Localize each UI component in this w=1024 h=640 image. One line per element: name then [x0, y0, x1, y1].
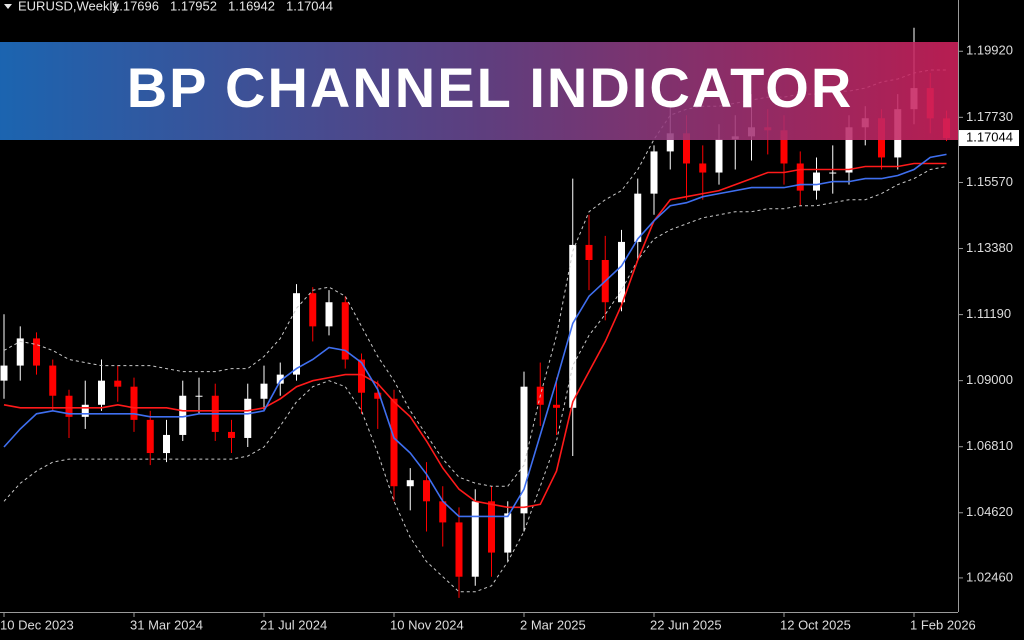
y-tick-label: 1.19920 — [966, 43, 1013, 58]
candle-body — [406, 480, 414, 487]
candle-body — [114, 380, 122, 387]
candle-body — [715, 139, 723, 173]
candle-body — [390, 398, 398, 487]
plot-area — [0, 27, 950, 598]
candle-body — [81, 404, 89, 417]
x-tick-label: 2 Mar 2025 — [520, 617, 586, 632]
y-tick-label: 1.11190 — [966, 306, 1011, 321]
candle-body — [471, 501, 479, 577]
price-tag — [959, 130, 1019, 147]
band-line — [3, 69, 947, 487]
candle-body — [260, 383, 268, 399]
candle-body — [309, 293, 317, 327]
candle-body — [179, 395, 187, 435]
y-tick-label: 1.09000 — [966, 372, 1013, 387]
axes: 1.02460 1.04620 1.06810 1.09000 1.11190 1.133… — [0, 43, 1019, 632]
candle-body — [163, 434, 170, 454]
candle-body — [130, 386, 138, 420]
header-close: 1.17044 — [286, 0, 333, 13]
candle-body — [244, 398, 252, 438]
symbol: EURUSD,Weekly — [18, 0, 119, 13]
candle-body — [325, 302, 333, 327]
x-tick-label: 21 Jul 2024 — [260, 617, 327, 632]
candle-body — [98, 380, 105, 405]
x-tick-label: 12 Oct 2025 — [780, 617, 851, 632]
channel-line — [3, 153, 947, 518]
candle-body — [780, 130, 788, 164]
candle-body — [439, 501, 447, 523]
candle-body — [650, 151, 658, 194]
candle-body — [195, 395, 203, 397]
candle-body — [488, 501, 495, 553]
candle-body — [813, 172, 820, 191]
channel-line — [3, 162, 947, 509]
band-line — [3, 166, 947, 593]
candle-body — [504, 513, 512, 553]
y-tick-label: 1.15570 — [966, 174, 1013, 189]
candle-body — [796, 163, 804, 191]
y-tick-label: 1.13380 — [966, 240, 1013, 255]
candle-body — [16, 338, 24, 366]
candle-body — [455, 522, 463, 577]
candle-body — [228, 431, 235, 438]
banner-title: BP CHANNEL INDICATOR — [127, 56, 854, 119]
x-tick-label: 10 Dec 2023 — [0, 617, 74, 632]
candle-body — [666, 133, 674, 152]
header-low: 1.16942 — [228, 0, 275, 13]
x-tick-label: 10 Nov 2024 — [390, 617, 464, 632]
candle-body — [683, 133, 690, 164]
candle-body — [699, 163, 707, 173]
candle-body — [49, 365, 57, 396]
candle-body — [829, 172, 837, 174]
header: EURUSD,Weekly 1.17696 1.17952 1.16942 1.… — [4, 0, 333, 13]
candle-body — [553, 404, 560, 408]
candle-body — [374, 392, 382, 399]
x-tick-label: 31 Mar 2024 — [130, 617, 203, 632]
candle-body — [33, 338, 40, 366]
y-tick-label: 1.02460 — [966, 569, 1013, 584]
header-high: 1.17952 — [170, 0, 217, 13]
candle-body — [65, 395, 73, 417]
candle-body — [293, 293, 300, 375]
x-tick-label: 1 Feb 2026 — [910, 617, 976, 632]
candle-body — [618, 241, 625, 303]
candle-body — [845, 127, 853, 173]
candle-body — [520, 386, 528, 514]
candle-body — [146, 419, 154, 454]
candle-body — [634, 193, 642, 242]
price-tag-label: 1.17044 — [966, 129, 1013, 144]
banner-band — [0, 42, 958, 140]
candle-body — [341, 302, 349, 360]
banner: BP CHANNEL INDICATOR — [0, 42, 958, 140]
y-tick-label: 1.06810 — [966, 438, 1013, 453]
candle-body — [585, 244, 593, 261]
candle-body — [423, 480, 430, 502]
menu-arrow[interactable] — [4, 4, 12, 9]
x-tick-label: 22 Jun 2025 — [650, 617, 722, 632]
header-open: 1.17696 — [112, 0, 159, 13]
y-tick-label: 1.04620 — [966, 504, 1013, 519]
candle-body — [276, 374, 284, 384]
candle-body — [358, 359, 365, 393]
y-tick-label: 1.17730 — [966, 109, 1013, 124]
candle-body — [0, 365, 8, 381]
